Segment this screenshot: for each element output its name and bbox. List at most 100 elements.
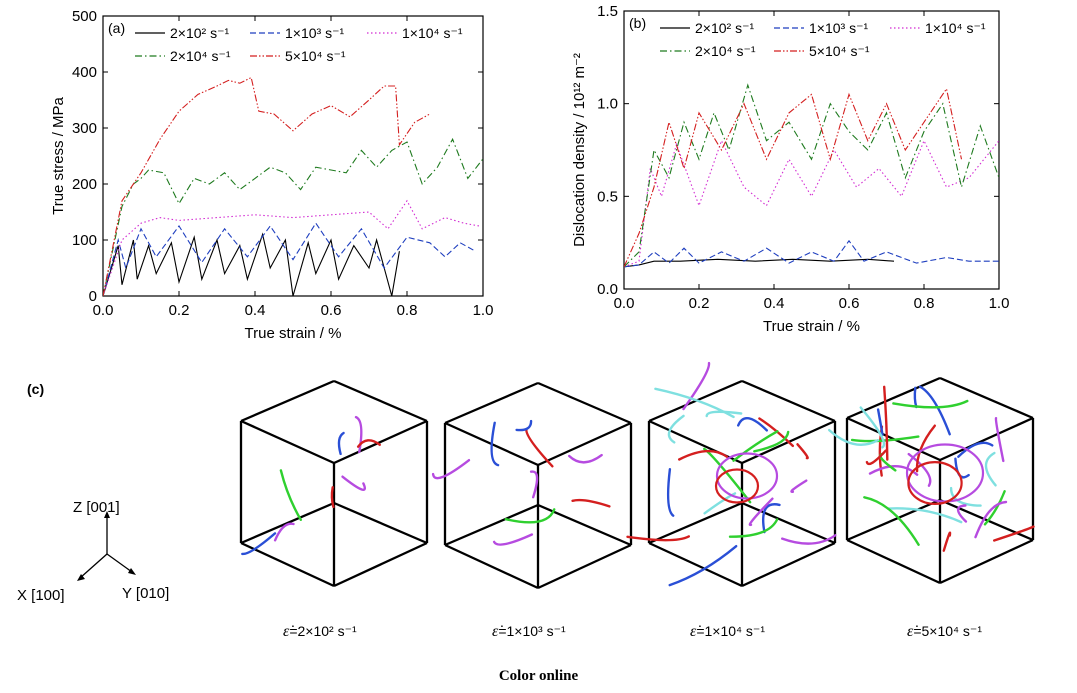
dislocation-line xyxy=(957,441,994,458)
dislocation-line xyxy=(728,518,779,538)
dislocation-line xyxy=(626,535,690,542)
cube-edge xyxy=(333,501,428,545)
series-line-4 xyxy=(624,83,999,268)
dislocation-line xyxy=(678,449,728,461)
x-tick-label: 0.0 xyxy=(93,302,114,319)
dislocation-line xyxy=(732,430,779,462)
cube-edge xyxy=(939,416,1034,462)
y-axis-label: Y [010] xyxy=(122,585,169,602)
dislocation-line xyxy=(781,534,837,545)
y-axis-title: Dislocation density / 10¹² m⁻² xyxy=(571,53,588,247)
dislocation-line xyxy=(993,525,1035,542)
dislocation-line xyxy=(241,532,277,556)
dislocation-line xyxy=(974,500,1008,539)
caption-rate-4: ε̇=5×10⁴ s⁻¹ xyxy=(907,623,982,640)
dislocation-line xyxy=(796,443,809,460)
series-line-5 xyxy=(103,76,431,296)
dislocation-line xyxy=(883,385,889,461)
legend-entry-1: 2×10² s⁻¹ xyxy=(170,25,229,41)
cube-edge xyxy=(846,538,941,585)
panel-c-dislocation-cubes xyxy=(239,361,1035,590)
x-tick-label: 0.6 xyxy=(321,302,342,319)
dislocation-line xyxy=(330,486,335,509)
panel-b-chart: 0.0 0.2 0.4 0.6 0.8 1.0 0.0 0.5 1.0 1.5 True strai… xyxy=(571,3,1009,335)
cube-edge xyxy=(537,381,632,425)
dislocation-line xyxy=(525,427,554,468)
plot-frame xyxy=(623,10,1000,290)
dislocation-line xyxy=(492,533,534,546)
dislocation-line xyxy=(863,496,920,546)
cube-edge xyxy=(333,379,428,423)
dislocation-line xyxy=(876,408,884,436)
dislocation-line xyxy=(828,428,880,446)
cube-edge xyxy=(240,541,335,588)
dislocation-line xyxy=(886,507,963,524)
dislocation-line xyxy=(341,475,366,491)
x-axis-label: X [100] xyxy=(17,587,65,604)
cube-edge xyxy=(741,379,836,423)
dislocation-line xyxy=(865,449,887,466)
cube-edge xyxy=(846,498,941,542)
cube-edge xyxy=(444,543,539,590)
x-tick-label: 0.2 xyxy=(169,302,190,319)
dislocation-line xyxy=(762,503,781,534)
panel-label: (a) xyxy=(108,20,125,36)
dislocation-line xyxy=(703,492,737,515)
dislocation-line xyxy=(737,417,768,432)
x-tick-label: 0.0 xyxy=(614,295,635,312)
series-line-5 xyxy=(624,87,963,268)
cube-edge xyxy=(648,541,743,588)
dislocation-line xyxy=(654,387,735,419)
series-line-2 xyxy=(103,222,476,296)
dislocation-cube-3 xyxy=(626,361,837,588)
dislocation-line xyxy=(354,415,363,454)
dislocation-line xyxy=(705,410,743,418)
dislocation-cube-4 xyxy=(828,376,1035,585)
panel-label: (b) xyxy=(629,15,646,31)
caption-rate-3: ε̇=1×10⁴ s⁻¹ xyxy=(690,623,765,640)
caption-rate-1: ε̇=2×10² s⁻¹ xyxy=(283,623,357,640)
dislocation-line xyxy=(337,431,345,456)
footer-note: Color online xyxy=(498,668,579,684)
legend-entry-1: 2×10² s⁻¹ xyxy=(695,20,754,36)
y-tick-label: 300 xyxy=(72,120,97,137)
series-line-3 xyxy=(103,199,480,296)
dislocation-line xyxy=(529,470,539,499)
dislocation-line xyxy=(918,385,951,436)
dislocation-line xyxy=(279,469,302,521)
y-tick-label: 200 xyxy=(72,176,97,193)
x-tick-label: 0.2 xyxy=(689,295,710,312)
cube-edge xyxy=(537,543,632,590)
dislocation-loop xyxy=(907,461,963,506)
cube-edge xyxy=(537,421,632,467)
dislocation-line xyxy=(504,508,556,524)
cube-edge xyxy=(741,541,836,588)
x-axis-arrow xyxy=(79,553,108,579)
x-tick-label: 0.8 xyxy=(914,295,935,312)
dislocation-line xyxy=(984,451,997,487)
y-axis-arrow xyxy=(106,553,133,573)
dislocation-line xyxy=(892,399,969,409)
x-tick-label: 0.6 xyxy=(839,295,860,312)
x-tick-label: 1.0 xyxy=(473,302,494,319)
dislocation-line xyxy=(666,468,675,517)
cube-edge xyxy=(939,538,1034,585)
y-tick-label: 1.0 xyxy=(597,96,618,113)
y-tick-label: 100 xyxy=(72,232,97,249)
cube-edge xyxy=(648,501,743,545)
cube-edge xyxy=(240,419,335,465)
dislocation-line xyxy=(273,522,295,542)
dislocation-line xyxy=(850,435,920,443)
dislocation-line xyxy=(356,439,381,448)
panel-a-chart: 0.0 0.2 0.4 0.6 0.8 1.0 0 100 200 300 400 500 True s… xyxy=(50,8,493,342)
coordinate-axes-triad: Z [001] X [100] Y [010] xyxy=(17,499,169,604)
dislocation-line xyxy=(956,504,968,523)
y-tick-label: 400 xyxy=(72,64,97,81)
cube-edge xyxy=(333,541,428,588)
x-axis-title: True strain / % xyxy=(763,318,860,335)
x-tick-label: 1.0 xyxy=(989,295,1010,312)
legend-entry-2: 1×10³ s⁻¹ xyxy=(285,25,344,41)
x-tick-label: 0.4 xyxy=(245,302,266,319)
y-tick-label: 500 xyxy=(72,8,97,25)
dislocation-line xyxy=(913,386,918,409)
